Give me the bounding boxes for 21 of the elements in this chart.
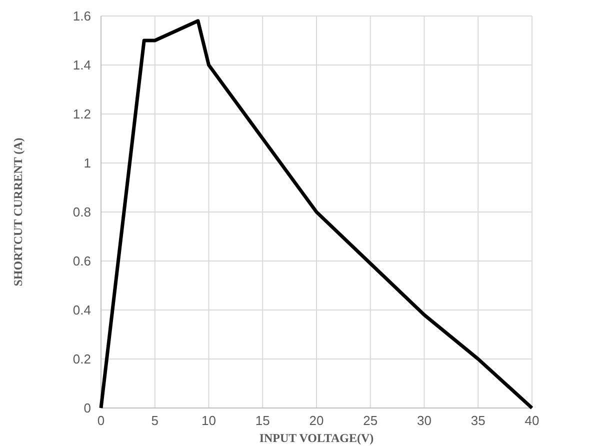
line-series	[99, 19, 534, 410]
x-tick-label: 30	[417, 413, 432, 428]
x-tick-label: 25	[363, 413, 378, 428]
x-tick-label: 20	[309, 413, 324, 428]
x-tick-label: 40	[524, 413, 540, 428]
y-axis-title: SHORTCUT CURRENT (A)	[11, 138, 25, 286]
x-tick-label: 0	[97, 413, 105, 428]
x-tick-label: 10	[202, 413, 216, 428]
y-tick-label: 0.4	[72, 302, 91, 318]
y-tick-label: 1.2	[72, 106, 91, 122]
y-tick-label: 0.2	[72, 352, 91, 366]
y-tick-label: 1	[84, 156, 91, 170]
x-axis-title: INPUT VOLTAGE(V)	[259, 431, 374, 445]
y-tick-label: 1.6	[72, 8, 91, 24]
x-tick-label: 5	[151, 413, 158, 428]
y-tick-label: 0.6	[72, 254, 91, 268]
y-tick-label: 0.8	[72, 204, 91, 220]
y-tick-label: 0	[84, 400, 91, 416]
y-tick-label: 1.4	[72, 58, 91, 72]
x-tick-label: 15	[255, 413, 270, 428]
x-tick-label: 35	[470, 413, 486, 428]
